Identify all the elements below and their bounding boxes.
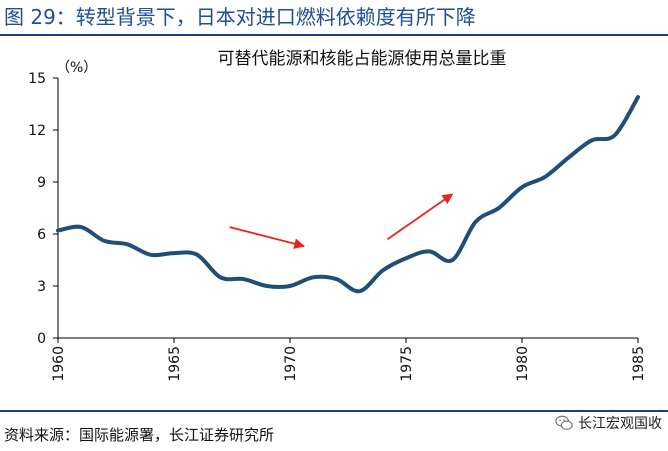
y-tick-label: 6 bbox=[37, 227, 46, 243]
bottom-rule bbox=[0, 410, 668, 412]
wechat-icon bbox=[555, 415, 573, 430]
source-note: 资料来源：国际能源署，长江证券研究所 bbox=[4, 426, 275, 444]
trend-arrow bbox=[229, 226, 305, 249]
title-rule bbox=[0, 34, 668, 36]
series-line bbox=[56, 95, 640, 294]
x-tick-label: 1985 bbox=[631, 346, 647, 382]
y-axis-unit-label: （%） bbox=[56, 60, 97, 76]
brand-watermark: 长江宏观国收 bbox=[555, 410, 662, 436]
y-tick-label: 15 bbox=[28, 71, 46, 87]
brand-name: 长江宏观国收 bbox=[578, 416, 662, 432]
x-tick-label: 1960 bbox=[51, 346, 67, 382]
x-tick-label: 1975 bbox=[399, 346, 415, 382]
y-tick-label: 0 bbox=[37, 331, 46, 347]
x-tick-label: 1980 bbox=[515, 346, 531, 382]
y-tick-label: 3 bbox=[37, 279, 46, 295]
trend-arrow bbox=[386, 193, 454, 240]
y-tick-label: 12 bbox=[28, 123, 46, 139]
x-tick-label: 1970 bbox=[283, 346, 299, 382]
x-tick-label: 1965 bbox=[167, 346, 183, 382]
line-chart: 可替代能源和核能占能源使用总量比重 （%） 0 3 6 9 12 15 1960 1965 1970… bbox=[28, 48, 647, 382]
figure-title: 图 29：转型背景下，日本对进口燃料依赖度有所下降 bbox=[4, 5, 476, 29]
chart-title: 可替代能源和核能占能源使用总量比重 bbox=[218, 48, 507, 69]
y-tick-label: 9 bbox=[37, 175, 46, 191]
